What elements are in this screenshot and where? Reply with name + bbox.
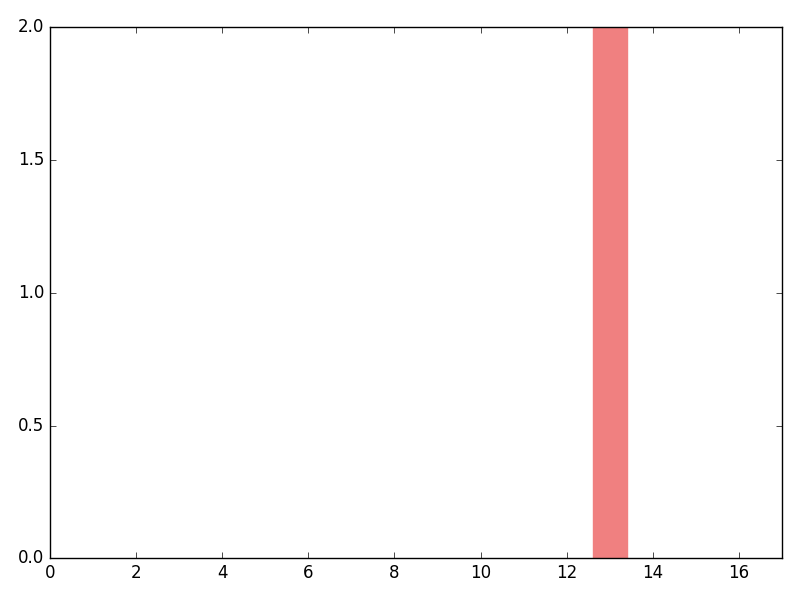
Bar [593,27,627,559]
